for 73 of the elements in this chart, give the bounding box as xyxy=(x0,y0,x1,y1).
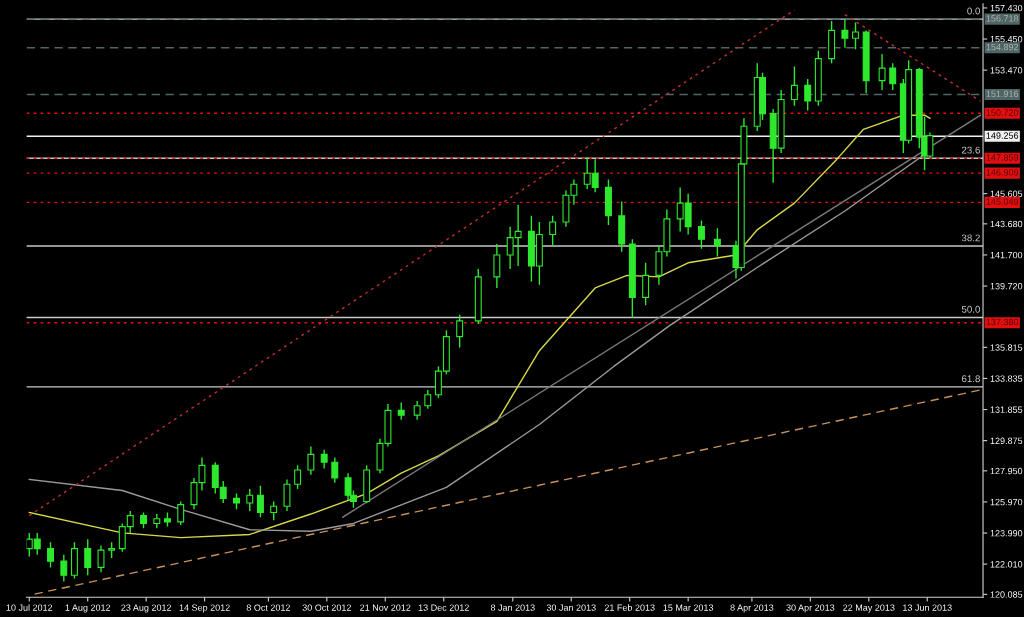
candlestick xyxy=(424,389,432,410)
annotation: 0.0 xyxy=(967,7,980,15)
ref-line-label: 147.859 xyxy=(986,154,1019,161)
annotation: 50.0 xyxy=(961,305,980,313)
candlestick xyxy=(852,21,859,50)
y-tick-label: 155.450 xyxy=(990,36,1023,43)
ref-line-label: 151.916 xyxy=(986,90,1019,97)
y-tick-label: 122.010 xyxy=(990,561,1023,568)
x-tick-label: 30 Oct 2012 xyxy=(302,604,351,611)
x-tick-label: 10 Jul 2012 xyxy=(6,604,53,611)
x-tick-label: 13 Jun 2013 xyxy=(903,604,952,611)
y-tick-label: 135.815 xyxy=(990,344,1023,351)
ref-line-label: 156.718 xyxy=(986,15,1019,22)
y-tick-label: 153.470 xyxy=(990,67,1023,74)
candlestick xyxy=(413,400,421,421)
x-tick-label: 8 Apr 2013 xyxy=(730,604,774,613)
x-tick-label: 8 Jan 2013 xyxy=(490,604,535,611)
y-tick-label: 123.990 xyxy=(990,530,1023,537)
x-tick-label: 14 Sep 2012 xyxy=(179,604,230,613)
candlestick xyxy=(283,478,291,512)
y-tick-label: 127.950 xyxy=(990,467,1023,475)
y-tick-label: 143.680 xyxy=(990,220,1023,228)
y-tick-label: 131.855 xyxy=(990,406,1023,413)
x-tick-label: 1 Aug 2012 xyxy=(65,604,111,613)
candlestick xyxy=(878,53,886,91)
candlestick xyxy=(320,448,328,470)
y-tick-label: 133.835 xyxy=(990,375,1023,382)
candlestick xyxy=(246,488,254,512)
y-tick-label: 141.700 xyxy=(990,251,1023,259)
x-tick-label: 22 May 2013 xyxy=(843,604,895,613)
candlestick xyxy=(697,219,705,250)
candlestick xyxy=(841,18,849,49)
candlestick xyxy=(97,544,105,573)
y-tick-label: 129.875 xyxy=(990,437,1023,444)
candlestick xyxy=(84,538,92,576)
candlestick xyxy=(456,313,464,349)
y-tick-label: 125.970 xyxy=(990,498,1023,506)
candlestick xyxy=(549,214,557,247)
ref-line-label: 149.256 xyxy=(986,132,1019,139)
candlestick xyxy=(307,445,315,476)
candlestick xyxy=(294,464,302,490)
ref-line-label: 150.720 xyxy=(986,109,1019,116)
x-tick-label: 13 Dec 2012 xyxy=(418,604,469,611)
candlestick xyxy=(642,262,650,306)
ref-line-label: 137.380 xyxy=(986,318,1019,326)
x-tick-label: 15 Mar 2013 xyxy=(663,604,714,611)
x-tick-label: 21 Nov 2012 xyxy=(360,604,411,611)
candlestick xyxy=(47,541,55,569)
candlestick xyxy=(790,65,798,107)
y-tick-label: 120.085 xyxy=(990,591,1023,598)
y-tick-label: 145.605 xyxy=(990,190,1023,197)
x-tick-label: 30 Jan 2013 xyxy=(546,604,596,611)
candlestick xyxy=(256,485,264,518)
annotation: 23.6 xyxy=(961,146,980,154)
ref-line-label: 146.909 xyxy=(986,169,1019,176)
x-tick-label: 21 Feb 2013 xyxy=(604,604,655,611)
ref-line-label: 154.892 xyxy=(986,43,1019,51)
ref-line-label: 145.049 xyxy=(986,198,1019,205)
annotation: 38.2 xyxy=(961,234,980,242)
candlestick xyxy=(493,243,501,289)
y-tick-label: 157.430 xyxy=(990,4,1023,12)
candlestick xyxy=(713,227,721,258)
x-tick-label: 23 Aug 2012 xyxy=(121,604,172,613)
candlestick xyxy=(804,78,812,112)
candlestick xyxy=(889,62,897,91)
candlestick xyxy=(331,456,339,484)
x-tick-label: 30 Apr 2013 xyxy=(786,604,835,613)
x-tick-label: 8 Oct 2012 xyxy=(246,604,291,611)
candlestick xyxy=(177,500,185,526)
candlestick xyxy=(60,554,68,583)
y-tick-label: 139.720 xyxy=(990,283,1023,290)
candlestick xyxy=(270,500,278,522)
annotation: 61.8 xyxy=(961,375,980,383)
